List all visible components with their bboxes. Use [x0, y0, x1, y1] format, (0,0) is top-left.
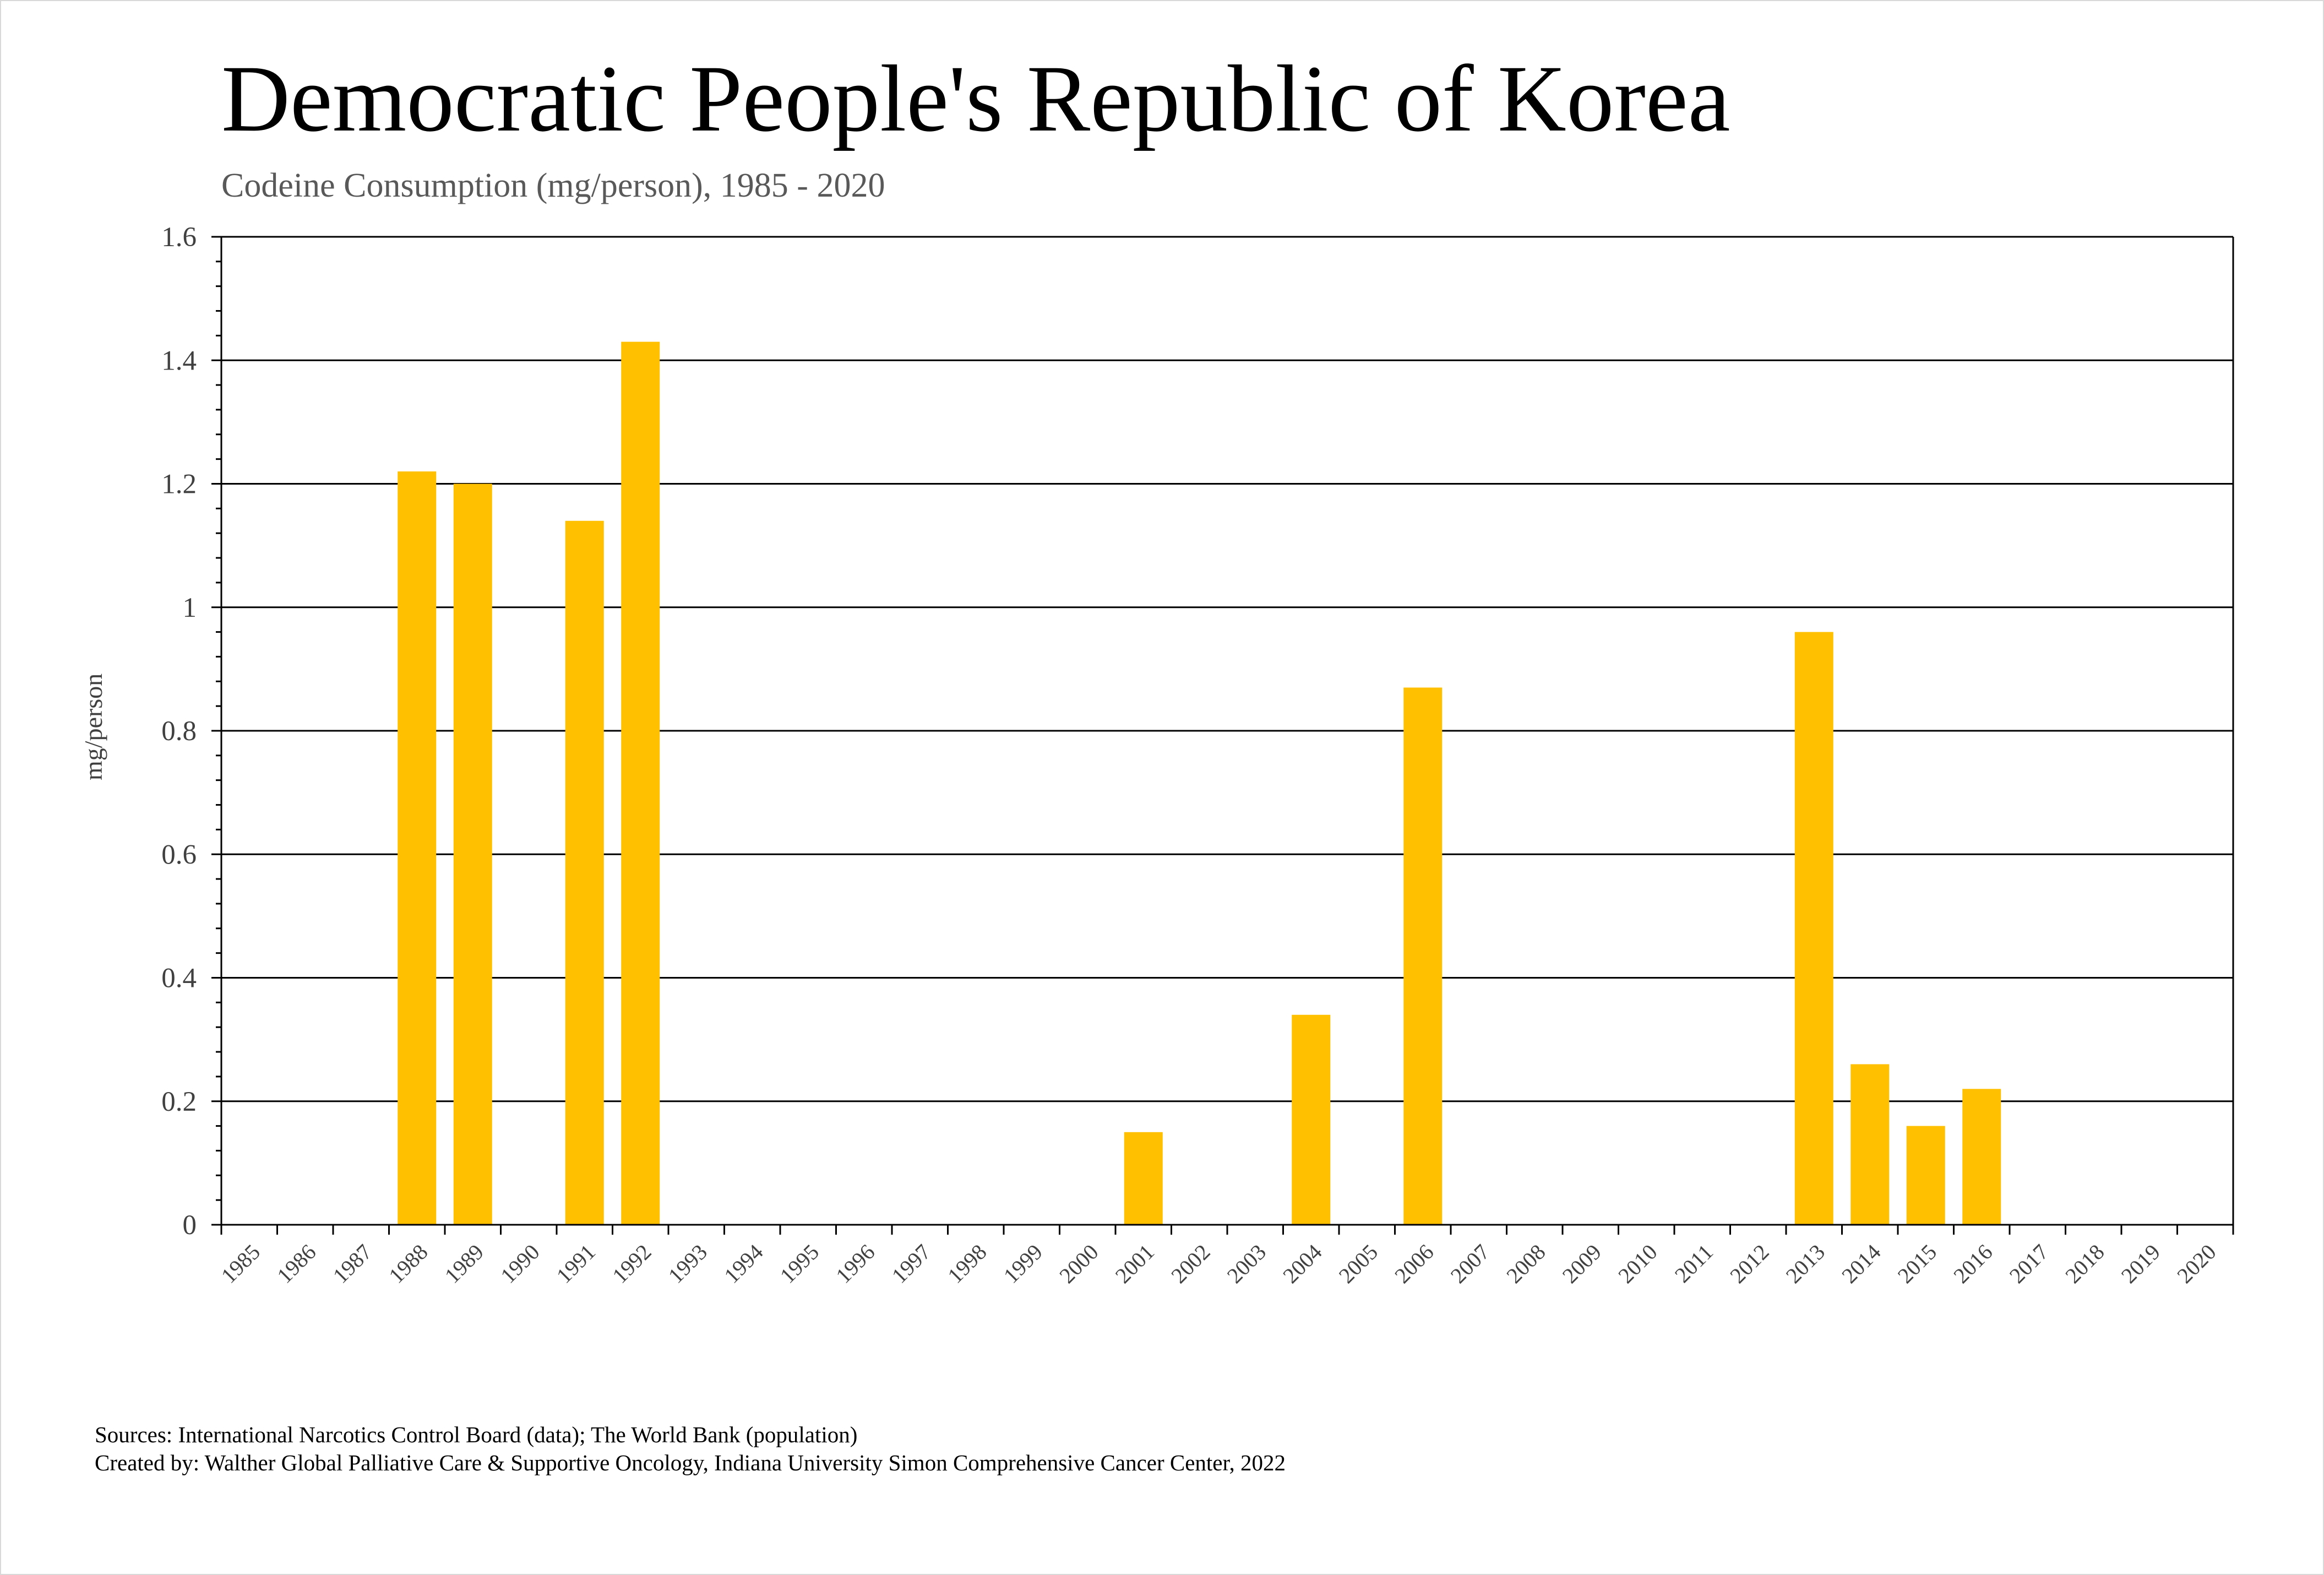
x-tick-label: 2014	[1837, 1240, 1885, 1288]
x-tick-label: 2007	[1446, 1240, 1494, 1288]
x-tick-label: 2012	[1725, 1240, 1773, 1288]
x-tick-label: 2008	[1501, 1240, 1550, 1288]
x-tick-label: 2003	[1222, 1240, 1271, 1288]
bar-1991	[565, 520, 604, 1225]
x-tick-label: 1993	[663, 1240, 712, 1288]
x-tick-label: 2001	[1111, 1240, 1159, 1288]
x-tick-label: 2002	[1166, 1240, 1215, 1288]
axes	[211, 236, 2234, 1235]
x-tick-label: 2018	[2060, 1240, 2109, 1288]
y-tick-label: 0.8	[161, 716, 197, 747]
x-tick-label: 1992	[607, 1240, 656, 1288]
x-tick-labels: 1985 1986 1987 1988 1989 1990 1991 1992 1993 1994…	[216, 1240, 2221, 1288]
x-tick-label: 1999	[999, 1240, 1047, 1288]
x-tick-label: 1987	[328, 1240, 377, 1288]
x-tick-label: 2009	[1558, 1240, 1606, 1288]
x-tick-label: 1995	[775, 1240, 824, 1288]
bar-2016	[1962, 1089, 2001, 1225]
y-tick-label: 0.2	[161, 1087, 197, 1117]
bar-2001	[1124, 1132, 1163, 1225]
bars	[398, 341, 2001, 1225]
x-tick-label: 2017	[2005, 1240, 2053, 1288]
y-tick-label: 1	[183, 593, 197, 623]
y-tick-label: 1.2	[161, 469, 197, 500]
bar-2014	[1851, 1064, 1890, 1225]
x-tick-label: 2010	[1613, 1240, 1662, 1288]
y-tick-label: 0.4	[161, 963, 197, 994]
x-tick-label: 1985	[216, 1240, 265, 1288]
x-tick-label: 1986	[272, 1240, 320, 1288]
y-tick-label: 0.6	[161, 839, 197, 870]
x-tick-label: 2004	[1278, 1240, 1326, 1288]
x-tick-label: 1998	[943, 1240, 991, 1288]
bar-2013	[1794, 632, 1833, 1225]
bar-1988	[398, 471, 437, 1225]
x-tick-label: 1990	[496, 1240, 544, 1288]
x-tick-label: 1991	[552, 1240, 600, 1288]
x-tick-label: 1988	[384, 1240, 432, 1288]
y-tick-label: 1.4	[161, 345, 197, 376]
bar-2015	[1906, 1126, 1945, 1225]
bar-2004	[1292, 1014, 1331, 1225]
x-tick-label: 2013	[1781, 1240, 1830, 1288]
x-tick-label: 2019	[2116, 1240, 2165, 1288]
y-tick-label: 1.6	[161, 222, 197, 253]
created-by-note: Created by: Walther Global Palliative Ca…	[95, 1450, 1286, 1475]
x-tick-label: 2005	[1334, 1240, 1383, 1288]
x-tick-label: 2006	[1390, 1240, 1438, 1288]
x-tick-label: 1989	[440, 1240, 488, 1288]
bar-1992	[621, 341, 660, 1225]
x-tick-label: 2015	[1893, 1240, 1941, 1288]
chart-title: Democratic People's Republic of Korea	[221, 46, 1730, 151]
y-tick-labels: 0 0.2 0.4 0.6 0.8 1 1.2 1.4 1.6	[161, 222, 197, 1241]
sources-note: Sources: International Narcotics Control…	[95, 1422, 857, 1447]
y-tick-label: 0	[183, 1210, 197, 1241]
bar-2006	[1403, 687, 1443, 1225]
x-tick-label: 1996	[831, 1240, 879, 1288]
gridlines	[221, 359, 2233, 1102]
x-tick-label: 1994	[719, 1240, 768, 1288]
x-tick-label: 2011	[1670, 1240, 1718, 1288]
x-tick-label: 2000	[1054, 1240, 1103, 1288]
chart-subtitle: Codeine Consumption (mg/person), 1985 - …	[221, 167, 885, 204]
bar-1989	[453, 484, 492, 1225]
x-tick-label: 2016	[1949, 1240, 1997, 1288]
x-tick-label: 2020	[2172, 1240, 2220, 1288]
x-tick-label: 1997	[887, 1240, 935, 1288]
y-axis-label: mg/person	[79, 674, 107, 780]
